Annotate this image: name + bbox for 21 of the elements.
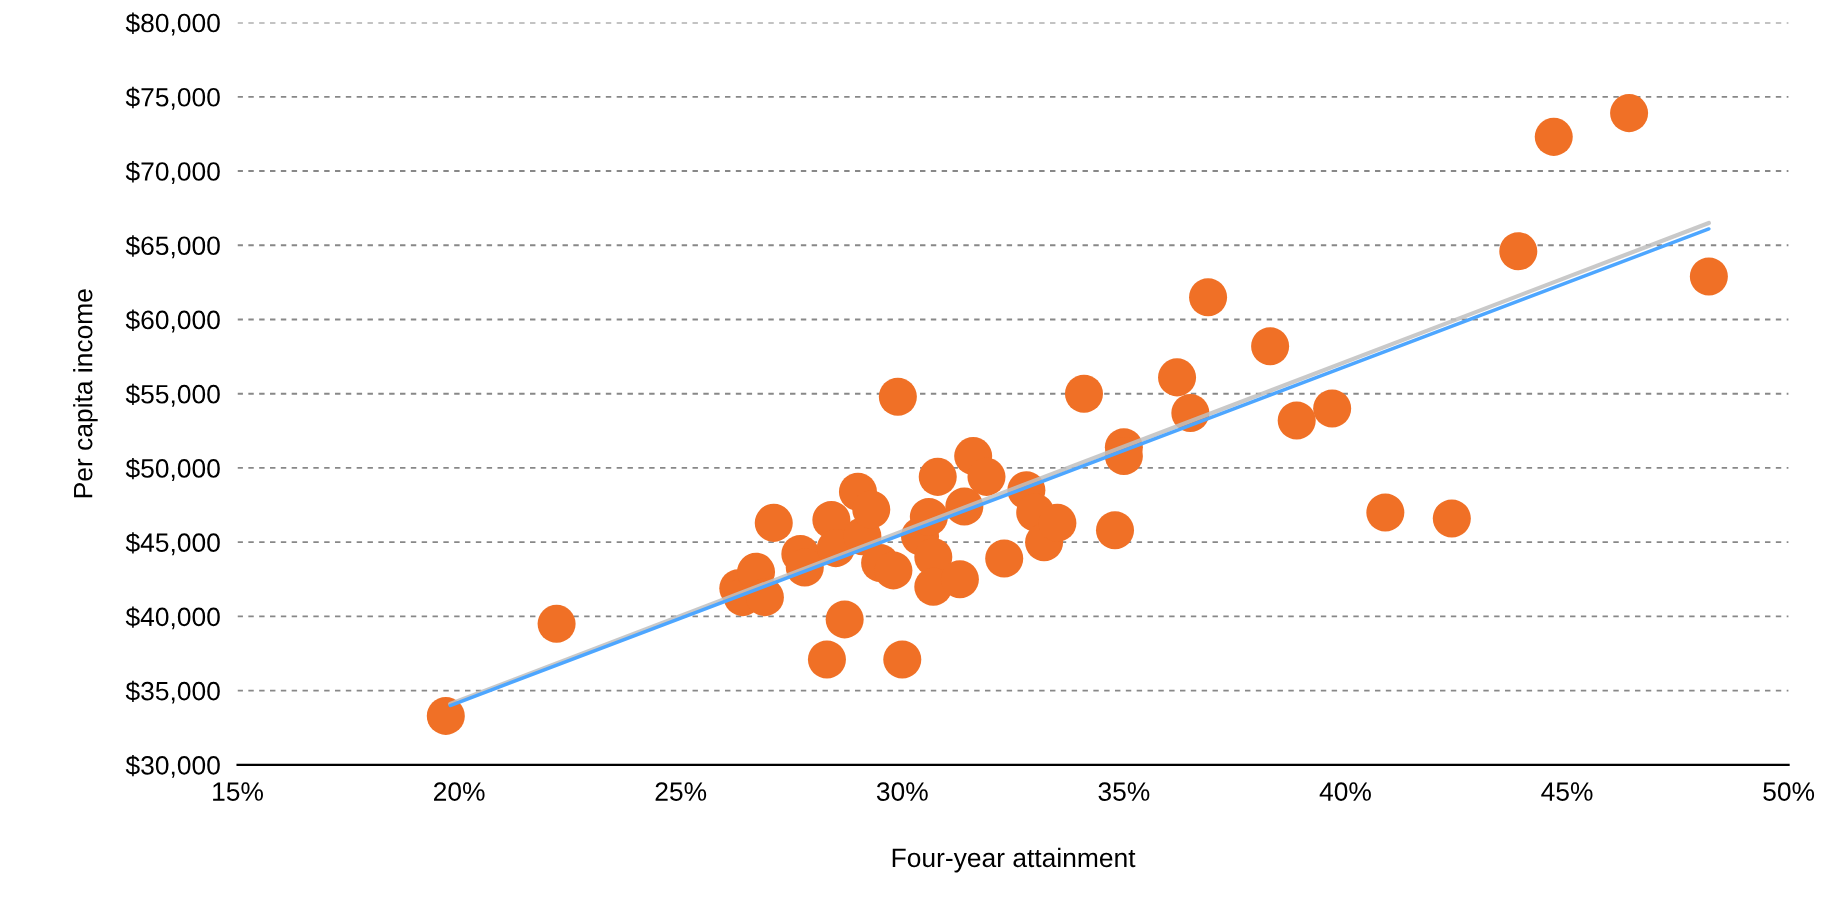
y-tick-label: $75,000 bbox=[125, 86, 220, 110]
y-axis-title: Per capita income bbox=[73, 289, 98, 498]
y-tick-label: $70,000 bbox=[125, 161, 220, 184]
y-tick-label: $35,000 bbox=[125, 680, 220, 704]
x-tick-label: 30% bbox=[876, 782, 928, 801]
y-tick-label: $40,000 bbox=[125, 606, 220, 630]
x-tick-label: 20% bbox=[434, 782, 485, 801]
y-tick-label: $30,000 bbox=[125, 754, 220, 778]
x-tick-label: 40% bbox=[1319, 782, 1371, 801]
x-tick-label: 50% bbox=[1763, 782, 1815, 801]
y-tick-label: $55,000 bbox=[125, 383, 220, 407]
x-tick-label: 15% bbox=[213, 782, 263, 801]
y-tick-label: $80,000 bbox=[125, 12, 220, 36]
x-tick-label: 45% bbox=[1541, 782, 1593, 801]
y-tick-label: $60,000 bbox=[125, 309, 220, 333]
y-tick-label: $45,000 bbox=[125, 532, 220, 556]
x-axis-title: Four-year attainment bbox=[892, 847, 1136, 873]
x-tick-label: 25% bbox=[655, 782, 707, 801]
y-tick-label: $50,000 bbox=[125, 457, 220, 481]
x-tick-label: 35% bbox=[1098, 782, 1150, 801]
y-tick-label: $65,000 bbox=[125, 235, 220, 259]
